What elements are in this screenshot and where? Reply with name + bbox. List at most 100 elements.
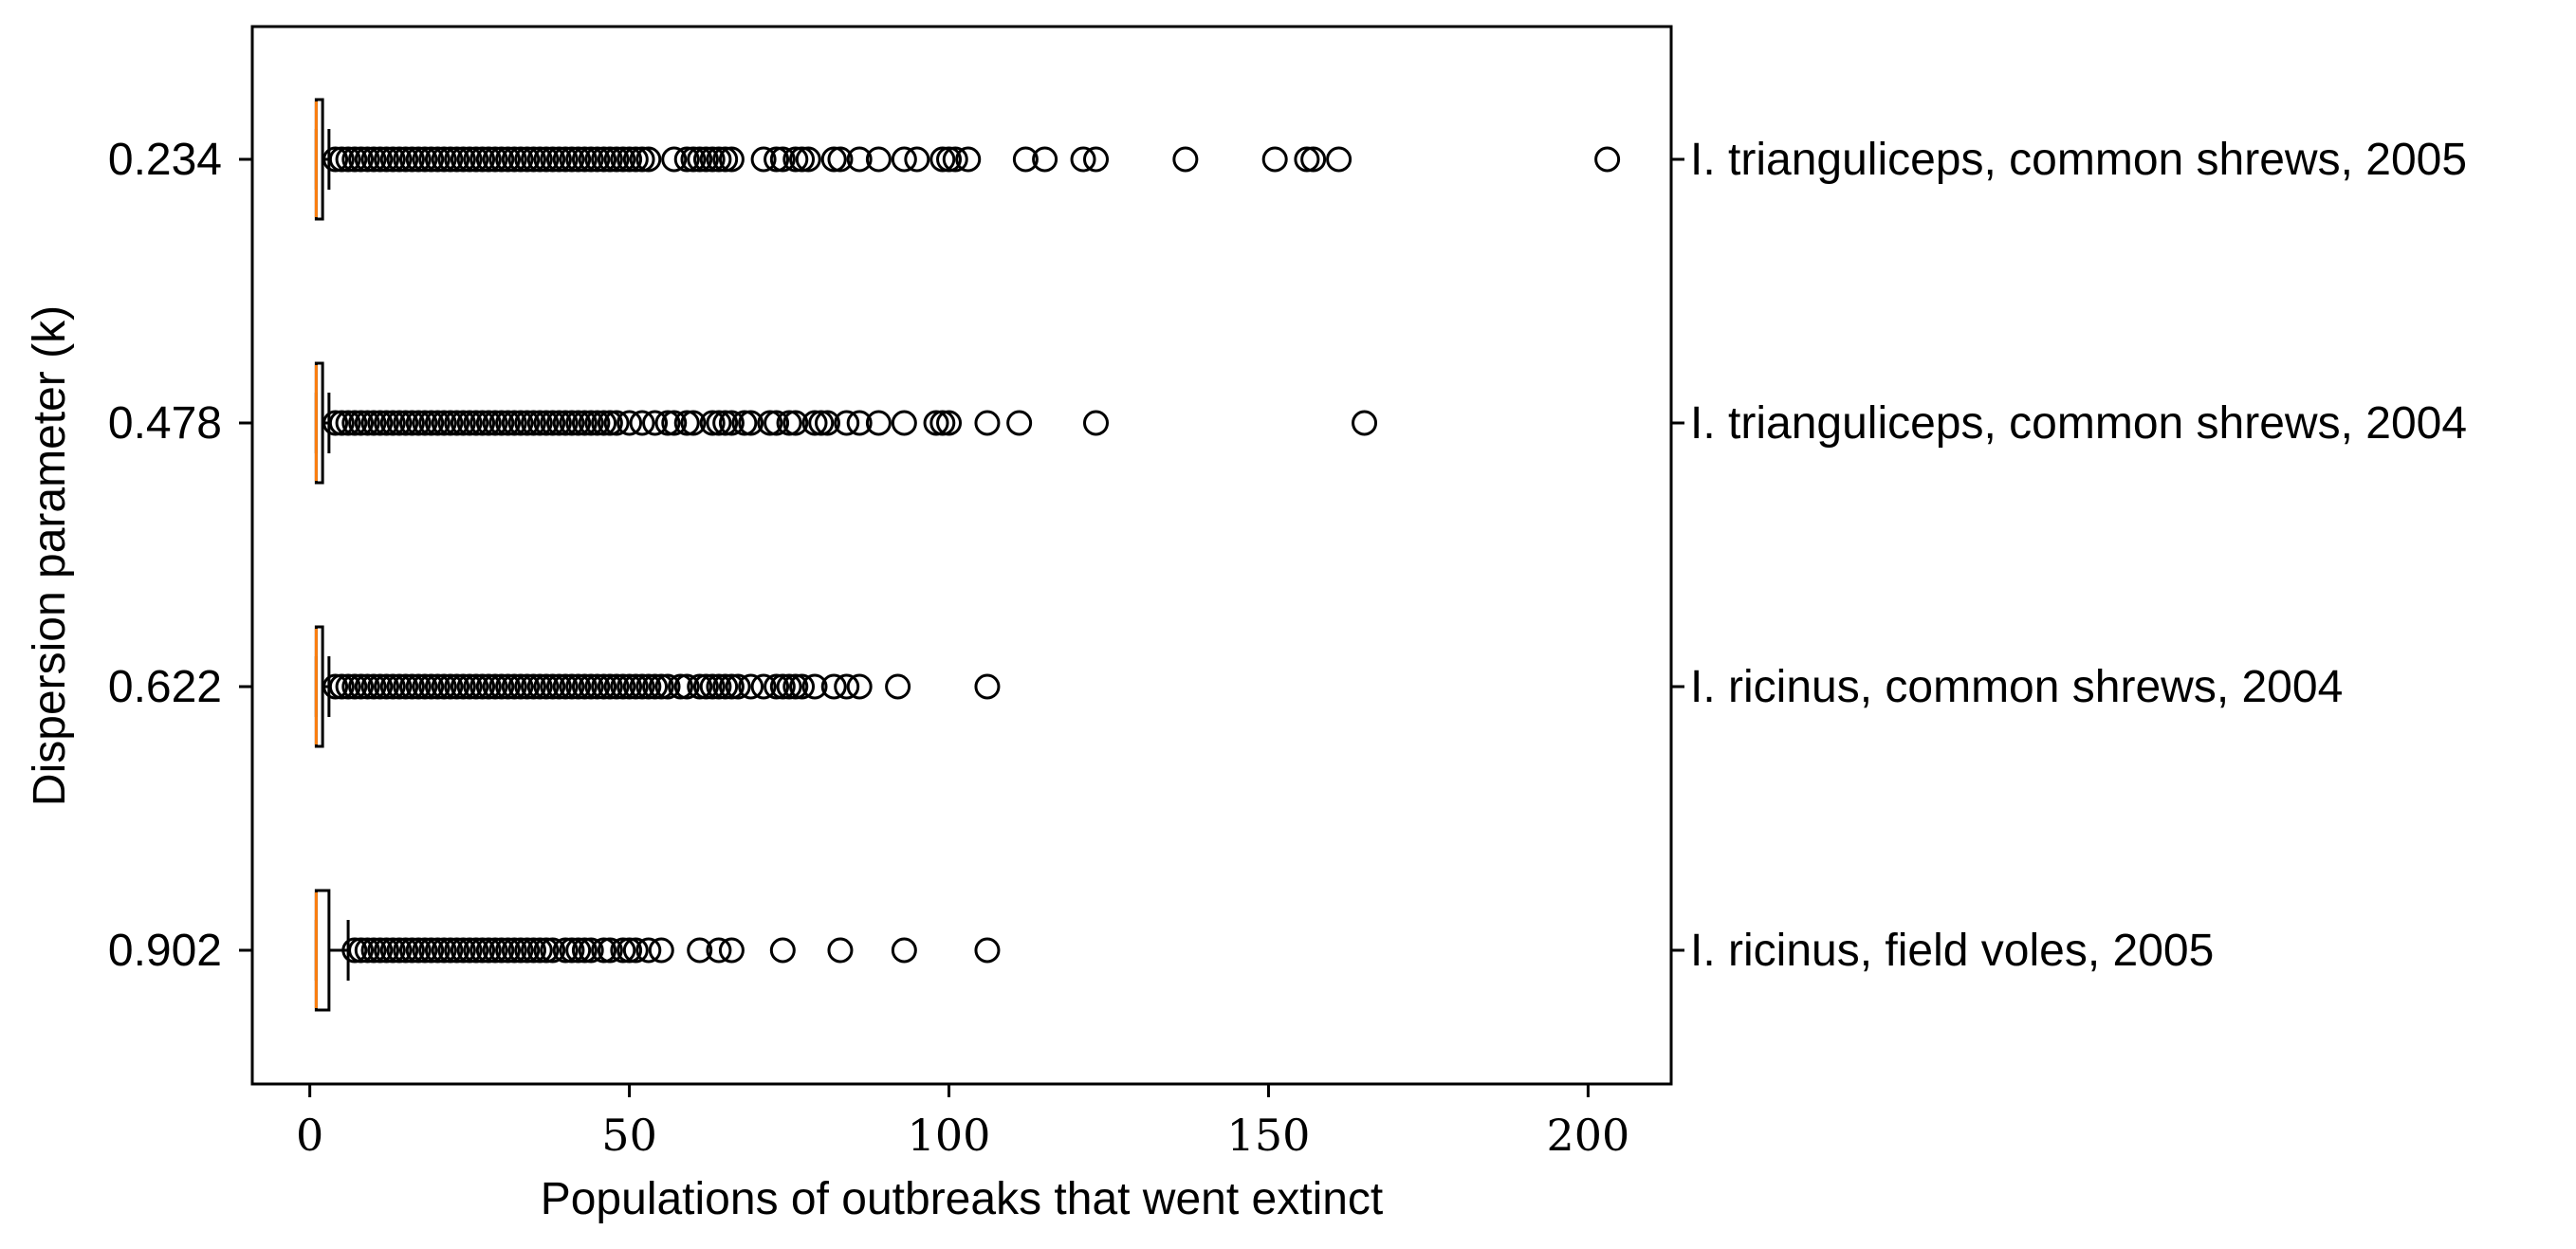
- flier-point: [424, 410, 451, 436]
- flier-point: [514, 410, 541, 436]
- flier-point: [565, 146, 592, 173]
- flier-point: [437, 673, 464, 700]
- flier-point: [488, 937, 515, 964]
- flier-point: [706, 673, 732, 700]
- flier-point: [386, 146, 413, 173]
- flier-point: [712, 673, 739, 700]
- flier-point: [795, 146, 821, 173]
- flier-point: [712, 146, 739, 173]
- flier-point: [482, 937, 508, 964]
- flier-point: [495, 410, 522, 436]
- plot-series: 0.234 I. trianguliceps, common shrews, 20…: [108, 98, 2467, 1012]
- flier-point: [642, 410, 669, 436]
- flier-point: [526, 937, 553, 964]
- flier-point: [776, 673, 802, 700]
- flier-point: [418, 937, 445, 964]
- flier-point: [444, 146, 470, 173]
- flier-point: [750, 146, 777, 173]
- flier-point: [616, 673, 643, 700]
- flier-point: [692, 146, 719, 173]
- flier-point: [692, 673, 719, 700]
- flier-point: [769, 673, 796, 700]
- flier-point: [757, 410, 783, 436]
- flier-point: [597, 937, 623, 964]
- flier-point: [328, 673, 355, 700]
- series-row: 0.902 I. ricinus, field voles, 2005: [108, 889, 2214, 1012]
- flier-point: [393, 410, 419, 436]
- flier-point: [1352, 410, 1378, 436]
- flier-point: [776, 410, 802, 436]
- flier-point: [341, 937, 368, 964]
- flier-point: [559, 673, 585, 700]
- flier-point: [393, 673, 419, 700]
- flier-point: [955, 146, 982, 173]
- flier-point: [789, 146, 816, 173]
- flier-point: [622, 937, 649, 964]
- y-tick-label: 0.902: [108, 926, 222, 976]
- flier-point: [545, 673, 572, 700]
- flier-point: [374, 146, 400, 173]
- flier-point: [699, 673, 726, 700]
- flier-point: [521, 673, 547, 700]
- flier-point: [424, 937, 451, 964]
- flier-point: [687, 146, 713, 173]
- flier-point: [1326, 146, 1352, 173]
- flier-point: [616, 146, 643, 173]
- flier-point: [629, 146, 655, 173]
- flier-point: [687, 937, 713, 964]
- flier-point: [680, 410, 707, 436]
- flier-point: [507, 410, 534, 436]
- flier-point: [827, 146, 854, 173]
- flier-point: [386, 410, 413, 436]
- flier-point: [501, 410, 527, 436]
- flier-point: [367, 410, 394, 436]
- flier-point: [718, 673, 745, 700]
- flier-point: [526, 410, 553, 436]
- flier-point: [865, 146, 892, 173]
- flier-point: [374, 673, 400, 700]
- flier-point: [712, 410, 739, 436]
- flier-point: [418, 673, 445, 700]
- flier-point: [782, 673, 809, 700]
- flier-point: [622, 146, 649, 173]
- flier-point: [335, 146, 361, 173]
- flier-point: [495, 937, 522, 964]
- flier-point: [495, 673, 522, 700]
- flier-point: [341, 410, 368, 436]
- flier-point: [635, 937, 662, 964]
- flier-point: [616, 410, 643, 436]
- flier-point: [1083, 410, 1110, 436]
- flier-point: [571, 937, 598, 964]
- x-axis: 0 50 100 150 200: [296, 1084, 1629, 1161]
- flier-point: [393, 937, 419, 964]
- flier-point: [706, 410, 732, 436]
- flier-point: [374, 410, 400, 436]
- flier-point: [891, 937, 917, 964]
- flier-point: [629, 410, 655, 436]
- flier-point: [418, 146, 445, 173]
- flier-point: [1261, 146, 1288, 173]
- flier-point: [360, 146, 387, 173]
- flier-point: [699, 146, 726, 173]
- flier-point: [782, 410, 809, 436]
- flier-point: [584, 410, 611, 436]
- flier-point: [418, 410, 445, 436]
- flier-point: [444, 937, 470, 964]
- flier-point: [431, 410, 457, 436]
- flier-point: [348, 146, 375, 173]
- flier-point: [393, 146, 419, 173]
- flier-point: [437, 937, 464, 964]
- flier-point: [501, 146, 527, 173]
- flier-point: [936, 410, 963, 436]
- flier-point: [680, 146, 707, 173]
- flier-point: [354, 410, 380, 436]
- flier-point: [629, 673, 655, 700]
- flier-point: [354, 937, 380, 964]
- right-series-label: I. trianguliceps, common shrews, 2004: [1690, 398, 2467, 449]
- flier-point: [444, 410, 470, 436]
- flier-point: [929, 146, 956, 173]
- flier-point: [507, 937, 534, 964]
- flier-point: [827, 937, 854, 964]
- flier-point: [635, 673, 662, 700]
- flier-point: [501, 673, 527, 700]
